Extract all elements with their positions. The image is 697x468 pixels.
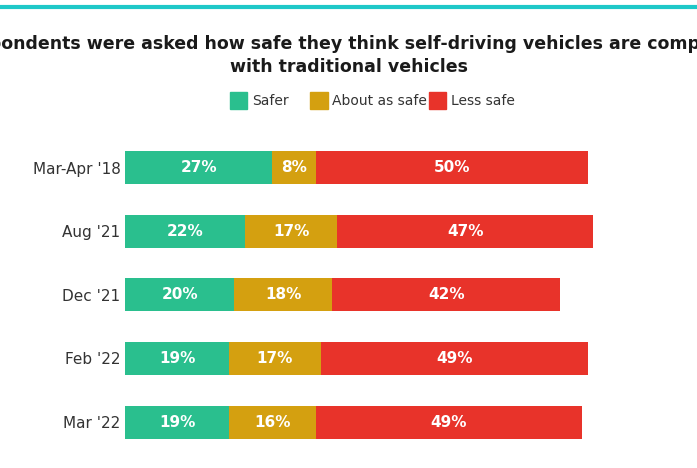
Text: Respondents were asked how safe they think self-driving vehicles are compared: Respondents were asked how safe they thi… (0, 35, 697, 53)
Bar (229, 342, 321, 375)
Bar (321, 342, 588, 375)
Bar (125, 278, 234, 311)
Bar (125, 342, 229, 375)
Text: 27%: 27% (181, 160, 217, 175)
Bar (125, 151, 273, 184)
Text: 49%: 49% (431, 415, 467, 430)
Bar (125, 406, 229, 439)
Bar (245, 215, 337, 248)
Text: 47%: 47% (447, 224, 484, 239)
Text: 49%: 49% (436, 351, 473, 366)
Text: 42%: 42% (428, 287, 464, 302)
Text: 22%: 22% (167, 224, 204, 239)
Text: About as safe: About as safe (332, 94, 427, 108)
Bar (234, 278, 332, 311)
Text: with traditional vehicles: with traditional vehicles (229, 58, 468, 76)
Text: 19%: 19% (159, 415, 195, 430)
Text: 50%: 50% (434, 160, 470, 175)
Text: 16%: 16% (254, 415, 291, 430)
Text: 18%: 18% (265, 287, 301, 302)
Text: Safer: Safer (252, 94, 289, 108)
Text: Less safe: Less safe (451, 94, 515, 108)
Bar (337, 215, 593, 248)
Text: 17%: 17% (256, 351, 293, 366)
Bar (229, 406, 316, 439)
Bar (125, 215, 245, 248)
Text: 8%: 8% (281, 160, 307, 175)
Text: 17%: 17% (273, 224, 309, 239)
Text: 20%: 20% (162, 287, 198, 302)
Bar (273, 151, 316, 184)
Bar (316, 406, 582, 439)
Bar (316, 151, 588, 184)
Bar (332, 278, 560, 311)
Text: 19%: 19% (159, 351, 195, 366)
